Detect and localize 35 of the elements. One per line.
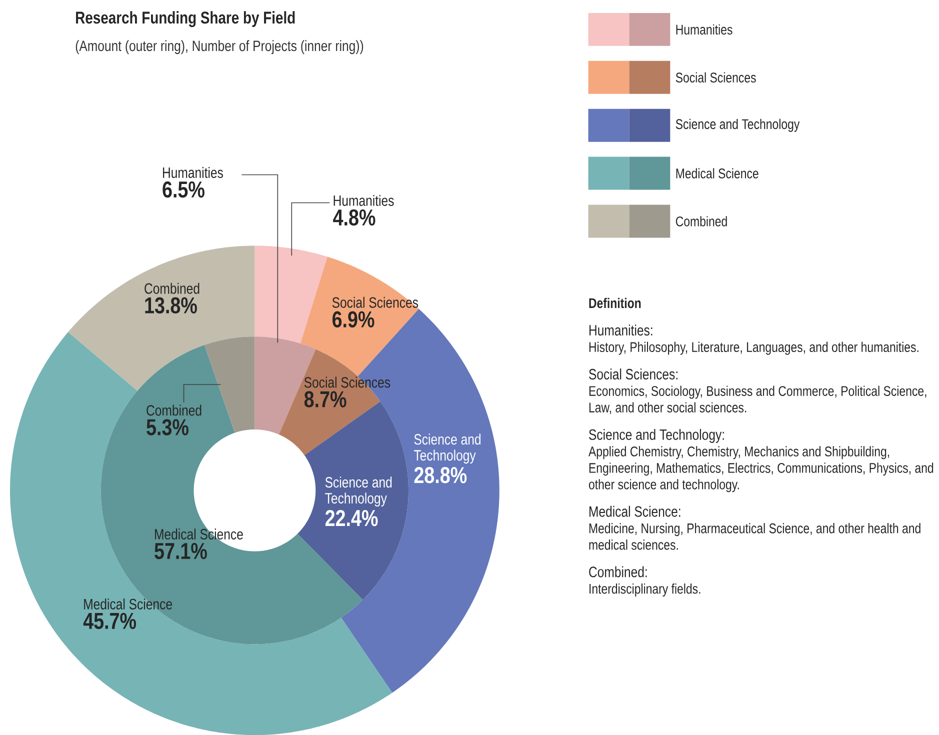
text: Economics, Sociology, Business and Commerce, Political Science, Law, and other social sciences. [589,386,926,414]
text: (Amount (outer ring), Number of Projects (inner ring)) [76,40,364,54]
slice-label: Medical Science [84,598,172,610]
text: History, Philosophy, Literature, Languages, and other humanities. [589,342,918,355]
data-label: 28.8% [414,466,467,484]
text: Combined: [589,566,647,578]
data-label: 6.9% [332,311,374,328]
text: Medical Science: [589,506,680,517]
legend-label: Combined [676,216,727,226]
legend-label: Social Sciences [676,72,756,83]
legend-label: Science and Technology [676,118,800,132]
text: Applied Chemistry, Chemistry, Mechanics and Shipbuilding, Engineering, Mathematics, Electrics, Communications, Physics, and other science and technology. [588,446,934,492]
slice-label: Combined [144,282,200,294]
slice-label: Science and Technology [325,476,392,507]
chart-title: Research Funding Share by Field [76,11,295,28]
data-label: 4.8% [333,209,376,226]
text: Definition [589,298,641,308]
slice-label: Science and Technology [414,434,480,464]
text: Social Sciences: [589,368,678,380]
category-label: Humanities [163,166,223,178]
data-label: 6.5% [162,181,204,198]
data-label: 5.3% [146,419,188,436]
text: Interdisciplinary fields. [590,583,700,596]
data-label: 22.4% [325,510,378,526]
text: Science and Technology: [589,428,724,443]
data-label: 57.1% [154,542,207,560]
data-label: 45.7% [83,612,136,630]
data-label: 13.8% [145,297,197,314]
slice-label: Humanities [334,194,394,206]
text: Medicine, Nursing, Pharmaceutical Science, and other health and medical sciences. [589,523,920,550]
legend-label: Medical Science [676,168,758,178]
data-label: 8.7% [304,391,346,408]
legend-label: Humanities [676,24,732,35]
slice-label: Combined [146,404,202,416]
text: Humanities: [589,324,652,336]
